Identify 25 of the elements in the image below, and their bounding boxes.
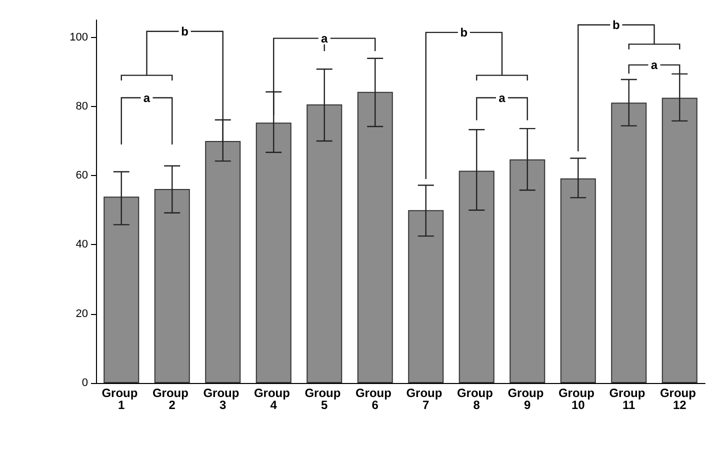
y-tick-label: 60 <box>76 170 88 182</box>
x-tick-label: Group 11 <box>609 386 649 412</box>
y-tick-label: 100 <box>70 31 88 44</box>
x-tick-label: Group 5 <box>304 386 344 412</box>
y-tick-label: 80 <box>76 100 88 112</box>
annotation: b <box>181 24 188 38</box>
x-tick-label: Group 1 <box>102 386 142 412</box>
y-tick-label: 0 <box>82 377 88 389</box>
x-tick-label: Group 10 <box>558 386 598 412</box>
annotation: b <box>612 18 620 32</box>
x-tick-label: Group 7 <box>406 386 446 412</box>
annotation: a <box>143 90 150 105</box>
annotation: a <box>650 58 658 72</box>
y-tick-label: 40 <box>76 238 88 251</box>
annotation: a <box>498 90 506 105</box>
annotation: a <box>321 31 328 46</box>
x-tick-label: Group 12 <box>660 386 700 412</box>
annotation: b <box>460 25 468 40</box>
x-tick-label: Group 2 <box>152 386 192 412</box>
x-tick-label: Group 6 <box>355 386 395 412</box>
x-tick-label: Group 9 <box>508 386 548 412</box>
x-tick-label: Group 3 <box>203 386 243 412</box>
x-tick-label: Group 8 <box>456 386 496 412</box>
y-tick-label: 20 <box>76 308 88 320</box>
x-tick-label: Group 4 <box>254 386 294 412</box>
